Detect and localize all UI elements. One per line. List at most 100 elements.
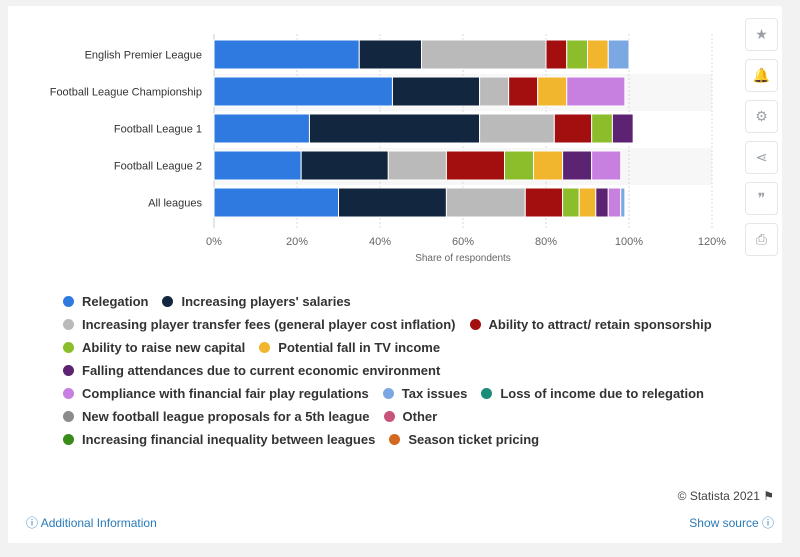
legend-label: Ability to attract/ retain sponsorship <box>488 317 712 332</box>
bar-segment <box>566 76 626 107</box>
legend-item[interactable]: New football league proposals for a 5th … <box>63 409 370 424</box>
additional-information-label: Additional Information <box>40 516 157 530</box>
legend-item[interactable]: Ability to raise new capital <box>63 340 245 355</box>
legend-item[interactable]: Potential fall in TV income <box>259 340 440 355</box>
legend-label: Potential fall in TV income <box>278 340 441 355</box>
bell-button[interactable]: 🔔 <box>745 59 778 92</box>
legend-label: Season ticket pricing <box>408 432 540 447</box>
bar-segment <box>595 187 609 218</box>
gear-button[interactable]: ⚙ <box>745 100 778 133</box>
legend-item[interactable]: Ability to attract/ retain sponsorship <box>469 317 712 332</box>
legend-item[interactable]: Loss of income due to relegation <box>481 386 704 401</box>
share-button[interactable]: ⋖ <box>745 141 778 174</box>
legend-swatch <box>383 411 395 422</box>
bar-segment <box>421 39 547 70</box>
print-icon: ⎙ <box>755 231 768 247</box>
legend-label: Relegation <box>82 294 149 309</box>
legend-item[interactable]: Increasing players' salaries <box>162 294 351 309</box>
bar-segment <box>504 150 535 181</box>
legend-swatch <box>63 365 74 376</box>
bar-segment <box>545 39 568 70</box>
legend-row: New football league proposals for a 5th … <box>63 405 763 428</box>
show-source-link[interactable]: Show source ⓘ <box>689 514 774 531</box>
bar-segment <box>387 150 447 181</box>
bar-segment <box>213 39 360 70</box>
legend-swatch <box>259 342 271 353</box>
bar-segment <box>566 39 588 70</box>
legend-item[interactable]: Falling attendances due to current econo… <box>63 363 440 378</box>
legend-item[interactable]: Tax issues <box>382 386 467 401</box>
bar-segment <box>537 76 568 107</box>
x-tick-label: 100% <box>615 236 643 248</box>
side-toolbar: ★ 🔔 ⚙ ⋖ ❞ ⎙ <box>745 18 778 264</box>
legend-row: Falling attendances due to current econo… <box>63 359 763 382</box>
bar-segment <box>308 113 481 144</box>
legend-label: Loss of income due to relegation <box>500 386 705 401</box>
legend-label: Other <box>402 409 438 424</box>
bar-segment <box>620 187 626 218</box>
legend-item[interactable]: Compliance with financial fair play regu… <box>63 386 369 401</box>
bar-segment <box>553 113 593 144</box>
bar-segment <box>524 187 564 218</box>
bar-segment <box>587 39 609 70</box>
legend-label: Falling attendances due to current econo… <box>82 363 441 378</box>
legend-item[interactable]: Increasing player transfer fees (general… <box>63 317 456 332</box>
bar-segment <box>391 76 481 107</box>
legend-row: Increasing financial inequality between … <box>63 428 763 451</box>
additional-information-link[interactable]: ⓘ Additional Information <box>26 514 157 531</box>
bell-icon: 🔔 <box>752 67 771 83</box>
legend-label: Ability to raise new capital <box>82 340 246 355</box>
chart-legend: Relegation Increasing players' salaries In… <box>63 290 763 451</box>
bar-segment <box>591 113 613 144</box>
legend-swatch <box>63 434 74 445</box>
legend-swatch <box>63 411 74 422</box>
legend-item[interactable]: Season ticket pricing <box>389 432 539 447</box>
bar-segment <box>213 113 310 144</box>
bar-segment <box>607 39 630 70</box>
bar-segment <box>611 113 634 144</box>
bar-segment <box>300 150 389 181</box>
bar-segment <box>338 187 447 218</box>
bar-segment <box>533 150 564 181</box>
category-label: All leagues <box>148 198 202 210</box>
gear-icon: ⚙ <box>755 108 768 124</box>
legend-label: Increasing players' salaries <box>181 294 351 309</box>
print-button[interactable]: ⎙ <box>745 223 778 256</box>
legend-swatch <box>481 388 493 399</box>
legend-label: Increasing player transfer fees (general… <box>82 317 456 332</box>
bar-segment <box>591 150 622 181</box>
legend-swatch <box>469 319 481 330</box>
x-tick-label: 20% <box>286 236 308 248</box>
stacked-bar-chart: 0% 20% 40% 60% 80% 100% 120% English Premier Le… <box>50 34 726 264</box>
chart-card: 0% 20% 40% 60% 80% 100% 120% English Premier Le… <box>8 6 782 543</box>
legend-row: Compliance with financial fair play regu… <box>63 382 763 405</box>
legend-swatch <box>63 388 74 399</box>
legend-label: Increasing financial inequality between … <box>82 432 376 447</box>
x-axis-title: Share of respondents <box>415 253 511 264</box>
bar-segment <box>562 187 580 218</box>
flag-icon: ⚑ <box>763 489 774 503</box>
quote-button[interactable]: ❞ <box>745 182 778 215</box>
legend-row: Relegation Increasing players' salaries <box>63 290 763 313</box>
legend-swatch <box>382 388 394 399</box>
legend-swatch <box>63 342 74 353</box>
legend-row: Ability to raise new capital Potential fa… <box>63 336 763 359</box>
legend-item[interactable]: Other <box>383 409 438 424</box>
category-label: Football League 1 <box>114 124 202 136</box>
star-button[interactable]: ★ <box>745 18 778 51</box>
category-label: Football League 2 <box>114 161 202 173</box>
bar-segment <box>213 187 339 218</box>
show-source-label: Show source <box>689 516 759 530</box>
bar-segment <box>578 187 597 218</box>
info-icon: ⓘ <box>26 516 39 530</box>
bar-segment <box>213 76 393 107</box>
quote-icon: ❞ <box>757 190 766 206</box>
bar-segment <box>445 187 526 218</box>
statista-credit[interactable]: © Statista 2021 ⚑ <box>678 489 774 503</box>
x-tick-label: 0% <box>206 236 222 248</box>
bar-segment <box>607 187 622 218</box>
legend-swatch <box>63 319 74 330</box>
legend-item[interactable]: Increasing financial inequality between … <box>63 432 375 447</box>
legend-item[interactable]: Relegation <box>63 294 148 309</box>
x-tick-label: 120% <box>698 236 726 248</box>
